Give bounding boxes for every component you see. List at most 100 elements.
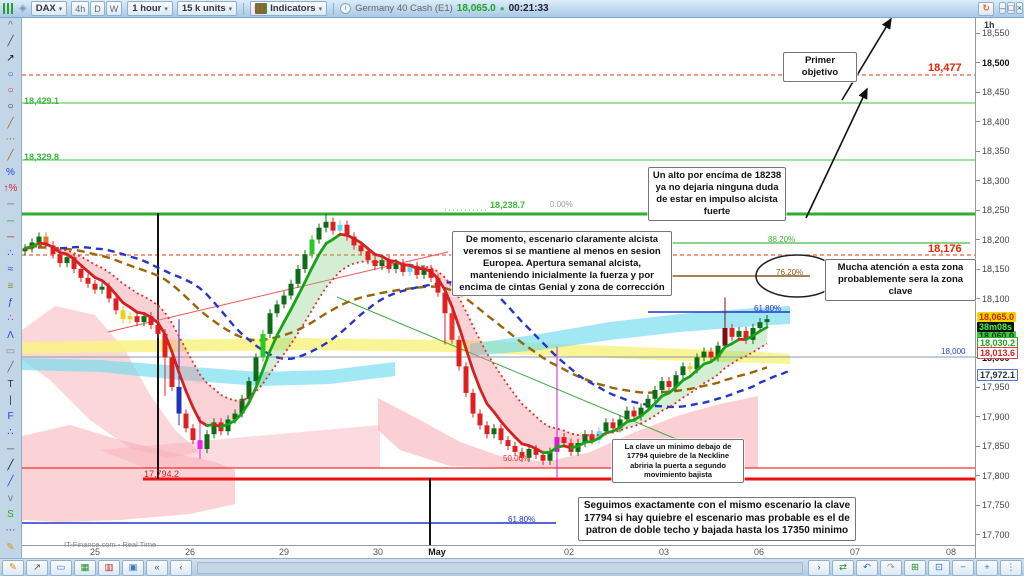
chat-icon[interactable]: ▭ <box>50 559 72 576</box>
price-tick: 17,750 <box>976 500 1024 510</box>
scroll-left-icon[interactable]: ‹ <box>170 559 192 576</box>
ma-band <box>725 343 732 368</box>
candle-body <box>106 286 112 299</box>
vline-tool-icon[interactable]: | <box>9 394 12 406</box>
pointer-tool-icon[interactable]: ∴ <box>7 248 14 260</box>
collapse-left-icon[interactable]: « <box>146 559 168 576</box>
table-icon[interactable]: ▥ <box>98 559 120 576</box>
dots-tool-icon[interactable]: ∴ <box>7 427 14 439</box>
segment-brown-dotted-icon[interactable]: ⋯ <box>5 134 16 146</box>
fan-tool-icon[interactable]: ≡ <box>7 280 14 292</box>
horizontal-scrollbar[interactable] <box>197 561 803 574</box>
ma-fast <box>296 280 307 298</box>
hline-red-icon[interactable]: ─ <box>6 231 15 243</box>
corner-draw-icon[interactable]: ✎ <box>2 559 24 576</box>
price-axis[interactable]: 1h 18,550 18,500 18,450 18,400 18,350 18,300 1… <box>975 18 1024 558</box>
tf-button-4h[interactable]: 4h <box>71 1 90 16</box>
collapse-down-icon[interactable]: v <box>8 492 13 504</box>
percent-change-icon[interactable]: ↑% <box>3 182 18 194</box>
segment-black-icon[interactable]: ╱ <box>7 460 14 472</box>
small-segment-icon[interactable]: ╱ <box>7 362 14 374</box>
hline-green-icon[interactable]: ─ <box>6 215 15 227</box>
hline-gray-icon[interactable]: ─ <box>6 199 15 211</box>
collapse-toolbar-icon[interactable]: ^ <box>8 20 13 31</box>
ma-fast <box>646 402 657 412</box>
draw-mode-icon[interactable]: ✎ <box>6 541 15 553</box>
segment-blue-icon[interactable]: ╱ <box>7 476 14 488</box>
share-icon[interactable]: ↗ <box>26 559 48 576</box>
candle-body <box>162 333 168 358</box>
text-tool-icon[interactable]: T <box>7 378 14 390</box>
candle-body <box>554 437 560 452</box>
ellipse-blue-icon[interactable]: ○ <box>7 68 14 80</box>
cloud-band <box>22 425 235 522</box>
chart-type-icon[interactable] <box>3 3 15 14</box>
ma-band <box>123 283 130 308</box>
ma-fast <box>688 368 699 378</box>
snapshot-icon[interactable]: ▦ <box>74 559 96 576</box>
connector-icon[interactable]: ─ <box>6 443 15 455</box>
candle-body <box>617 419 623 429</box>
eraser-icon[interactable]: ▭ <box>5 345 16 357</box>
zoom-in-icon[interactable]: + <box>976 559 998 576</box>
ma-fast <box>184 389 195 409</box>
cloud-band <box>470 306 790 356</box>
time-tick: 02 <box>563 547 574 557</box>
forecast-tool-icon[interactable]: ƒ <box>7 297 14 309</box>
info-icon[interactable]: i <box>340 3 352 14</box>
candle-body <box>673 375 679 387</box>
price-tick: 18,400 <box>976 117 1024 127</box>
candlestick-chart[interactable] <box>22 18 975 545</box>
candle-body <box>645 398 651 408</box>
anchor-icon[interactable]: ◈ <box>19 3 27 14</box>
tf-button-d[interactable]: D <box>90 1 105 16</box>
price-tick: 17,800 <box>976 471 1024 481</box>
refresh-icon[interactable]: ↻ <box>978 1 995 16</box>
detach-icon[interactable]: ▣ <box>122 559 144 576</box>
scroll-right-icon[interactable]: › <box>808 559 830 576</box>
segment-brown-icon[interactable]: ╱ <box>7 117 14 129</box>
add-chart-icon[interactable]: ⊞ <box>904 559 926 576</box>
level-red-badge: 18,013.6 <box>977 347 1019 359</box>
auto-shift-icon[interactable]: ⇄ <box>832 559 854 576</box>
polyline-tool-icon[interactable]: ≈ <box>7 264 14 276</box>
line-tool-icon[interactable]: ╱ <box>7 36 14 48</box>
close-button[interactable]: × <box>1015 2 1023 14</box>
restore-button[interactable]: □ <box>1007 2 1015 14</box>
undo-icon[interactable]: ↶ <box>856 559 878 576</box>
ellipse-red-icon[interactable]: ○ <box>7 85 14 97</box>
ma-band <box>95 264 102 281</box>
candle-body <box>148 316 154 326</box>
arrow-tool-icon[interactable]: ↗ <box>6 52 15 64</box>
ma-fast <box>128 305 139 314</box>
candle-body <box>470 392 476 414</box>
ellipse-black-icon[interactable]: ○ <box>7 101 14 113</box>
candle-body <box>519 451 525 458</box>
candle-body <box>99 286 105 290</box>
abcd-pattern-icon[interactable]: Λ <box>7 329 14 341</box>
timeframe-selector[interactable]: 1 hour <box>127 1 173 16</box>
candle-body <box>232 413 238 420</box>
time-axis[interactable]: 25 26 29 30 May 02 03 06 07 08 <box>22 545 975 559</box>
fib-fan-icon[interactable]: F <box>7 411 14 423</box>
zoom-fit-icon[interactable]: ⊡ <box>928 559 950 576</box>
chart-area[interactable]: 25 26 29 30 May 02 03 06 07 08 IT-Finance.com - R… <box>22 18 975 558</box>
more-tools-icon[interactable]: ⋯ <box>5 525 16 537</box>
time-tick: 03 <box>658 547 669 557</box>
fib-retracement-icon[interactable]: % <box>6 166 15 178</box>
snapshot-tool-icon[interactable]: S <box>7 508 14 520</box>
minimize-button[interactable]: – <box>999 2 1007 14</box>
trendline-brown-icon[interactable]: ╱ <box>7 150 14 162</box>
indicators-button[interactable]: Indicators <box>250 1 328 16</box>
price-tick: 17,700 <box>976 530 1024 540</box>
candle-body <box>477 413 483 426</box>
pattern-points-icon[interactable]: ∴ <box>7 313 14 325</box>
tf-button-w[interactable]: W <box>105 1 123 16</box>
candle-body <box>85 277 91 284</box>
units-selector[interactable]: 15 k units <box>176 1 238 16</box>
redo-icon[interactable]: ↷ <box>880 559 902 576</box>
zoom-out-icon[interactable]: − <box>952 559 974 576</box>
axis-settings-icon[interactable]: ⋮ <box>1000 559 1022 576</box>
ma-band <box>109 272 116 295</box>
symbol-selector[interactable]: DAX <box>30 1 68 16</box>
